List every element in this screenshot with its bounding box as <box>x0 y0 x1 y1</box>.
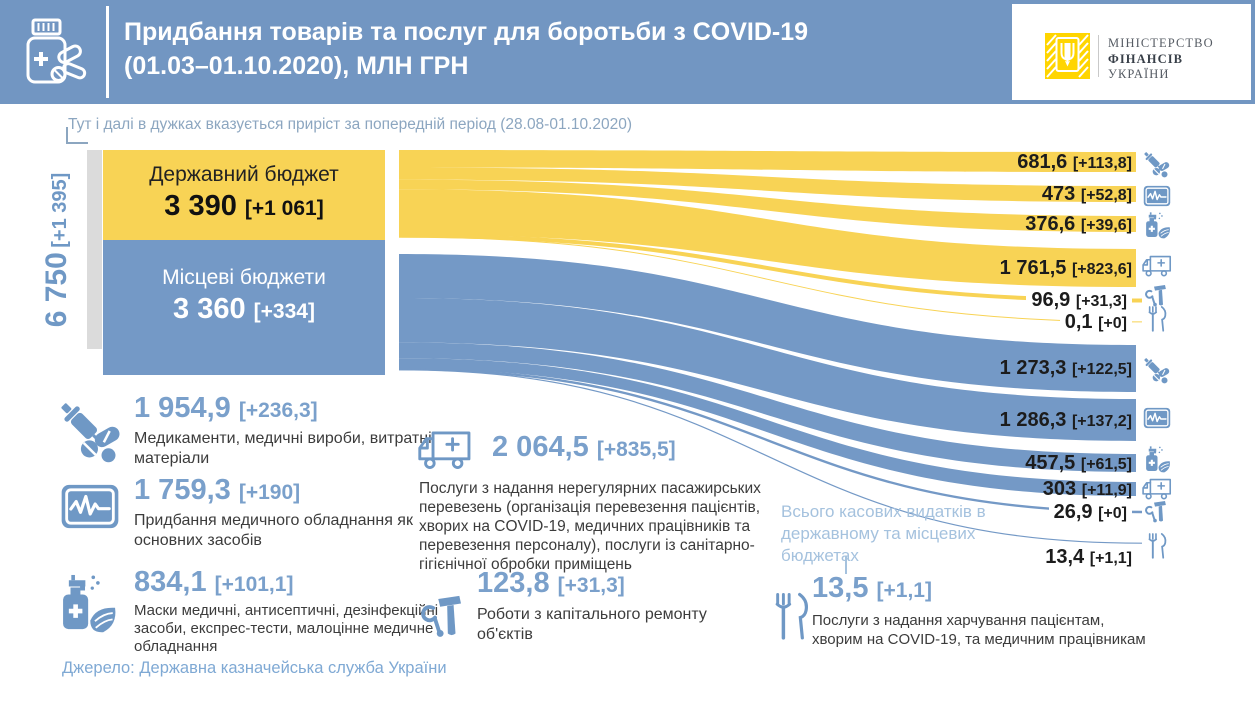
local-budget-name: Місцеві бюджети <box>162 266 326 289</box>
header: Придбання товарів та послуг для боротьби… <box>0 0 1255 104</box>
local-budget-block: Місцеві бюджети 3 360 [+334] <box>103 240 385 375</box>
callout-connector <box>845 556 847 574</box>
category-desc: Медикаменти, медичні вироби, витратні ма… <box>134 430 432 467</box>
state-budget-value: 3 390 [+1 061] <box>164 190 324 222</box>
ambulance-icon <box>416 428 474 472</box>
logo-text: МІНІСТЕРСТВО ФІНАНСІВ УКРАЇНИ <box>1108 36 1214 83</box>
tools-icon <box>421 592 467 638</box>
ambulance-icon <box>1141 477 1173 501</box>
local-budget-value: 3 360 [+334] <box>173 293 315 325</box>
page-title-line2: (01.03–01.10.2020), МЛН ГРН <box>124 52 469 80</box>
total-callout: Всього касових видатків в державному та … <box>781 502 986 565</box>
cutlery-icon <box>1146 532 1168 560</box>
total-label: 6 750 [+1 395] <box>40 120 84 380</box>
category-desc: Послуги з надання харчування пацієнтам, … <box>812 612 1146 648</box>
sanitizer-mask-icon <box>1142 444 1172 476</box>
sanitizer-mask-icon <box>1142 210 1172 242</box>
total-bar <box>87 150 102 349</box>
category-value: 1 759,3 [+190] <box>134 474 301 506</box>
ministry-logo: МІНІСТЕРСТВО ФІНАНСІВ УКРАЇНИ <box>1012 4 1251 100</box>
flow-label-state-masks: 376,6 [+39,6] <box>1025 213 1132 235</box>
ambulance-icon <box>1141 254 1173 278</box>
note-connector-vertical <box>66 127 68 143</box>
flow-label-local-equipment: 1 286,3 [+137,2] <box>999 409 1132 431</box>
cutlery-icon <box>771 591 811 642</box>
monitor-icon <box>1143 185 1171 207</box>
logo-line3: УКРАЇНИ <box>1108 67 1170 81</box>
logo-line2: ФІНАНСІВ <box>1108 51 1184 66</box>
flow-label-local-meds: 1 273,3 [+122,5] <box>999 357 1132 379</box>
page-title-line1: Придбання товарів та послуг для боротьби… <box>124 18 809 46</box>
cutlery-icon <box>1146 305 1168 333</box>
monitor-icon <box>1143 407 1171 429</box>
category-value: 2 064,5 [+835,5] <box>492 431 676 463</box>
monitor-icon <box>60 483 120 530</box>
state-budget-name: Державний бюджет <box>149 163 339 186</box>
header-divider <box>106 6 109 98</box>
trident-icon <box>1045 33 1090 79</box>
syringe-pills-icon <box>1142 149 1172 179</box>
category-value: 1 954,9 [+236,3] <box>134 392 318 424</box>
category-desc: Придбання медичного обладнання як основн… <box>134 512 413 549</box>
page-title: Придбання товарів та послуг для боротьби… <box>124 15 808 83</box>
syringe-pills-icon <box>1142 355 1172 385</box>
category-desc: Послуги з надання нерегулярних пасажирсь… <box>419 480 761 573</box>
sanitizer-mask-icon <box>54 570 120 640</box>
syringe-pills-icon <box>56 396 126 466</box>
flow-label-state-food: 0,1 [+0] <box>1059 310 1132 336</box>
tools-icon <box>1145 283 1169 307</box>
source-note: Джерело: Державна казначейська служба Ук… <box>62 659 447 677</box>
flow-label-local-masks: 457,5 [+61,5] <box>1025 452 1132 474</box>
category-desc: Роботи з капітального ремонту об'єктів <box>477 606 707 643</box>
category-value: 834,1 [+101,1] <box>134 566 294 598</box>
medicine-bottle-icon <box>16 14 92 90</box>
flow-label-state-meds: 681,6 [+113,8] <box>1017 151 1132 173</box>
note-connector-horizontal <box>66 142 88 144</box>
total-delta: [+1 395] <box>49 172 71 248</box>
flow-label-state-transport: 1 761,5 [+823,6] <box>999 257 1132 279</box>
flow-label-local-food: 13,4 [+1,1] <box>1045 546 1132 568</box>
tools-icon <box>1145 499 1169 523</box>
category-value: 123,8 [+31,3] <box>477 567 625 599</box>
category-value: 13,5 [+1,1] <box>812 572 932 604</box>
total-value: 6 750 <box>40 252 73 328</box>
period-note: Тут і далі в дужках вказується приріст з… <box>68 116 633 133</box>
logo-line1: МІНІСТЕРСТВО <box>1108 36 1214 50</box>
logo-divider <box>1098 35 1099 77</box>
state-budget-block: Державний бюджет 3 390 [+1 061] <box>103 150 385 250</box>
flow-label-local-repair: 26,9 [+0] <box>1048 500 1132 526</box>
category-desc: Маски медичні, антисептичні, дезінфекцій… <box>134 602 439 655</box>
flow-label-state-equipment: 473 [+52,8] <box>1041 183 1132 205</box>
